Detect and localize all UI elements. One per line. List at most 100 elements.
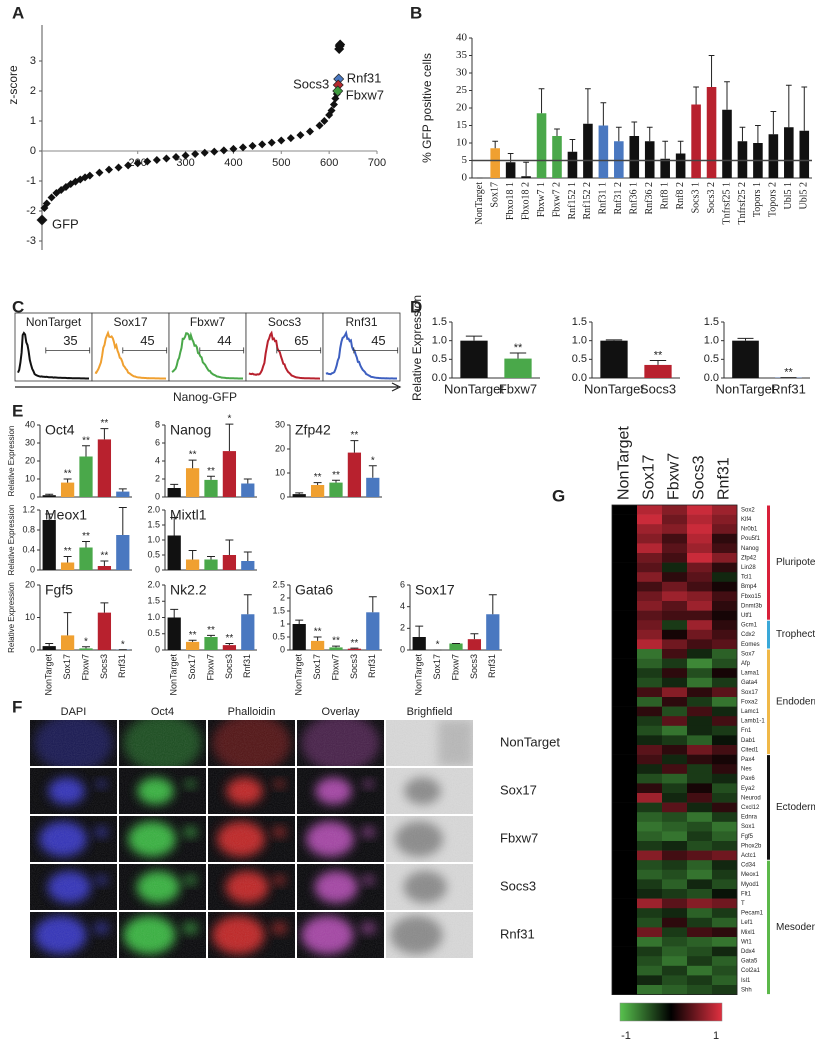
heatmap-cell — [612, 908, 638, 919]
error-bar — [118, 488, 127, 492]
group-label: Ectoderm — [776, 802, 815, 813]
x-tick-label: Fbxw7 2 — [551, 182, 562, 217]
x-tick-label: NonTarget — [169, 654, 179, 696]
error-bar — [368, 596, 377, 613]
heatmap-cell — [712, 620, 738, 631]
gene-label: T — [741, 901, 745, 907]
heatmap-cell — [612, 985, 638, 995]
heatmap-cell — [612, 639, 638, 650]
y-tick-label: 0.5 — [147, 628, 160, 638]
y-tick-label: 0 — [155, 644, 160, 654]
error-bar — [313, 482, 322, 485]
gene-label: Mixl1 — [741, 930, 756, 936]
bar — [504, 358, 532, 378]
point — [267, 138, 276, 147]
y-axis-label: z-score — [6, 65, 20, 105]
heatmap-cell — [612, 725, 638, 736]
heatmap-cell — [712, 946, 738, 957]
error-bar — [368, 465, 377, 478]
heatmap-cell — [612, 802, 638, 813]
gene-label: Sox17 — [741, 690, 759, 696]
point — [277, 136, 286, 145]
bar — [79, 456, 93, 497]
heatmap-cell — [687, 821, 713, 832]
heatmap-cell — [712, 610, 738, 621]
heatmap-cell — [687, 533, 713, 544]
gene-label: Actc1 — [741, 853, 757, 859]
bar — [60, 562, 75, 570]
significance: ** — [207, 466, 215, 477]
heatmap-cell — [687, 985, 713, 995]
column-label: NonTarget — [616, 426, 633, 500]
point — [181, 151, 190, 160]
gene-label: Flt1 — [741, 891, 752, 897]
heatmap-cell — [662, 610, 688, 621]
x-axis-label: Nanog-GFP — [173, 390, 237, 404]
point — [258, 140, 267, 149]
heatmap-cell — [637, 812, 663, 823]
heatmap-cell — [712, 716, 738, 727]
micrograph-content — [297, 720, 384, 766]
significance: ** — [514, 342, 523, 354]
heatmap-cell — [687, 869, 713, 880]
heatmap-cell — [612, 658, 638, 669]
panel-letter: A — [12, 3, 24, 22]
gene-label: Pax6 — [741, 776, 755, 782]
bar — [490, 148, 500, 178]
micrograph-content — [208, 912, 295, 958]
micrograph — [30, 864, 117, 910]
heatmap-cell — [612, 764, 638, 775]
point — [327, 106, 336, 115]
heatmap-cell — [687, 975, 713, 986]
y-tick-label: 1.0 — [572, 335, 587, 347]
heatmap-cell — [612, 917, 638, 928]
heatmap-cell — [662, 543, 688, 554]
heatmap-cell — [687, 620, 713, 631]
point — [133, 159, 142, 168]
point — [306, 127, 314, 136]
x-tick-label: Rnf152 1 — [567, 182, 578, 220]
heatmap-cell — [662, 985, 688, 995]
heatmap-cell — [637, 687, 663, 698]
heatmap-cell — [687, 514, 713, 525]
error-bar — [295, 619, 304, 624]
bar — [204, 559, 218, 570]
heatmap-cell — [687, 725, 713, 736]
heatmap-cell — [662, 773, 688, 784]
heatmap-cell — [662, 946, 688, 957]
heatmap-cell — [712, 572, 738, 583]
point — [315, 121, 324, 130]
y-tick-label: 10 — [25, 473, 35, 483]
heatmap-cell — [637, 629, 663, 640]
y-tick-label: 1.2 — [22, 504, 35, 514]
heatmap-cell — [712, 754, 738, 765]
heatmap-cell — [637, 658, 663, 669]
x-tick-label: Fbxw7 — [80, 654, 90, 681]
heatmap-cell — [637, 591, 663, 602]
heatmap-cell — [662, 639, 688, 650]
heatmap-cell — [662, 975, 688, 986]
heatmap-cell — [612, 581, 638, 592]
heatmap-cell — [687, 917, 713, 928]
micrograph-content — [208, 768, 295, 814]
heatmap-cell — [687, 879, 713, 890]
error-bar — [470, 633, 479, 640]
chart-title: Gata6 — [295, 582, 333, 598]
heatmap-cell — [712, 956, 738, 967]
x-tick-label: Fbxw7 — [499, 381, 537, 396]
x-tick-label: Socs3 2 — [706, 182, 717, 213]
bar — [467, 639, 482, 650]
heatmap-cell — [687, 601, 713, 611]
error-bar — [631, 121, 638, 136]
y-tick-label: 1.0 — [147, 534, 160, 544]
x-tick-label: Fbxw7 1 — [536, 182, 547, 217]
y-axis-label: % GFP positive cells — [420, 53, 434, 163]
bar — [310, 640, 325, 650]
micrograph-content — [297, 816, 384, 862]
micrograph — [30, 720, 117, 766]
y-tick-label: 1.5 — [272, 605, 285, 615]
bar — [706, 87, 717, 178]
y-tick-label: 30 — [456, 67, 468, 79]
heatmap-cell — [637, 706, 663, 717]
heatmap-cell — [662, 533, 688, 544]
